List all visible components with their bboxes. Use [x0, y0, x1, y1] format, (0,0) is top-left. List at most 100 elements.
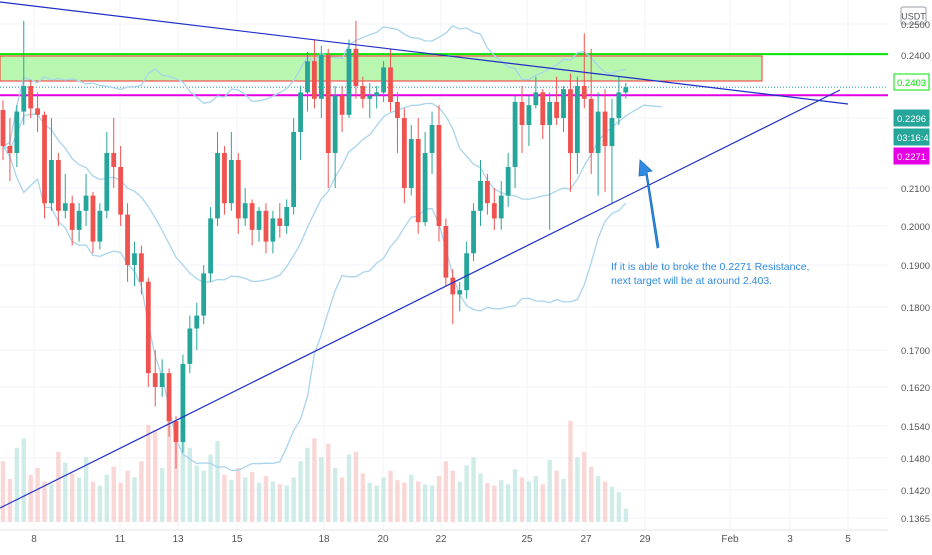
- candle[interactable]: [249, 199, 255, 246]
- currency-badge[interactable]: [900, 6, 927, 25]
- candle[interactable]: [256, 207, 262, 242]
- candle[interactable]: [83, 174, 89, 226]
- candle[interactable]: [367, 82, 373, 118]
- candle[interactable]: [28, 79, 34, 118]
- ascending-trendline[interactable]: [0, 89, 841, 509]
- price-tag[interactable]: 0.2271: [893, 147, 930, 165]
- candle[interactable]: [298, 86, 303, 160]
- candle[interactable]: [623, 82, 629, 99]
- candle[interactable]: [561, 86, 566, 132]
- candle[interactable]: [42, 111, 47, 219]
- candle[interactable]: [443, 218, 449, 286]
- candle[interactable]: [76, 203, 82, 242]
- candle[interactable]: [118, 146, 124, 226]
- candle[interactable]: [547, 92, 553, 230]
- candle[interactable]: [263, 203, 269, 254]
- candle[interactable]: [132, 241, 137, 286]
- candle[interactable]: [602, 89, 608, 192]
- candle[interactable]: [540, 89, 546, 139]
- candle[interactable]: [69, 195, 75, 246]
- candle[interactable]: [588, 48, 594, 174]
- candle[interactable]: [305, 51, 310, 112]
- price-tag[interactable]: 03:16:42: [893, 128, 932, 146]
- candle[interactable]: [332, 86, 338, 188]
- candle[interactable]: [360, 76, 366, 109]
- candle[interactable]: [374, 86, 380, 109]
- candle[interactable]: [498, 181, 504, 230]
- candle[interactable]: [616, 76, 622, 125]
- candle[interactable]: [194, 302, 200, 350]
- candle[interactable]: [97, 203, 103, 250]
- candle[interactable]: [436, 105, 442, 242]
- price-tag[interactable]: 0.2296: [893, 109, 930, 127]
- candle[interactable]: [485, 174, 490, 215]
- descending-trendline[interactable]: [0, 1, 849, 105]
- candle[interactable]: [152, 350, 158, 407]
- candle[interactable]: [574, 76, 580, 174]
- candle[interactable]: [277, 203, 283, 238]
- candle[interactable]: [505, 153, 511, 207]
- candle[interactable]: [242, 188, 248, 226]
- candle[interactable]: [471, 203, 476, 262]
- candle[interactable]: [609, 98, 615, 204]
- candle[interactable]: [512, 95, 518, 188]
- candle[interactable]: [595, 92, 601, 196]
- candle[interactable]: [208, 207, 213, 282]
- candle[interactable]: [0, 100, 6, 160]
- candle[interactable]: [581, 33, 587, 109]
- candle[interactable]: [519, 86, 525, 153]
- candle[interactable]: [408, 125, 414, 196]
- candle[interactable]: [215, 132, 220, 226]
- candle[interactable]: [125, 203, 130, 282]
- candle[interactable]: [201, 265, 207, 325]
- candle[interactable]: [526, 95, 532, 146]
- candle[interactable]: [312, 39, 317, 109]
- candle[interactable]: [491, 188, 497, 230]
- candle[interactable]: [284, 199, 290, 234]
- annotation[interactable]: If it is able to broke the 0.2271 Resist…: [611, 159, 809, 287]
- candle[interactable]: [159, 359, 165, 397]
- candle[interactable]: [353, 20, 359, 99]
- candle[interactable]: [270, 210, 276, 254]
- candle[interactable]: [464, 241, 470, 299]
- candle[interactable]: [145, 277, 151, 387]
- candle[interactable]: [180, 354, 186, 453]
- candle[interactable]: [346, 39, 352, 119]
- candle[interactable]: [173, 416, 179, 469]
- candle[interactable]: [401, 108, 407, 204]
- candle[interactable]: [14, 105, 20, 167]
- candle[interactable]: [395, 92, 400, 153]
- candle[interactable]: [478, 160, 483, 226]
- candle[interactable]: [291, 118, 297, 215]
- candle[interactable]: [325, 48, 331, 188]
- candle[interactable]: [90, 191, 96, 254]
- candle[interactable]: [457, 281, 463, 312]
- resistance-zone[interactable]: [0, 55, 763, 82]
- candle[interactable]: [49, 118, 54, 211]
- candle[interactable]: [139, 245, 144, 295]
- candle[interactable]: [7, 118, 13, 181]
- candle[interactable]: [55, 153, 61, 226]
- candle[interactable]: [429, 111, 435, 174]
- candle[interactable]: [222, 146, 227, 215]
- candle[interactable]: [35, 92, 40, 132]
- candle[interactable]: [339, 86, 345, 132]
- candle[interactable]: [104, 132, 110, 219]
- candle[interactable]: [318, 45, 324, 118]
- candle[interactable]: [21, 20, 27, 125]
- candle[interactable]: [111, 118, 117, 188]
- candle[interactable]: [381, 61, 386, 102]
- candle[interactable]: [228, 132, 234, 211]
- candle[interactable]: [450, 269, 456, 325]
- candle[interactable]: [554, 76, 559, 125]
- candle[interactable]: [422, 132, 428, 226]
- price-tag[interactable]: 0.2403: [893, 73, 930, 91]
- candle[interactable]: [166, 368, 172, 437]
- candle[interactable]: [388, 48, 393, 112]
- candle[interactable]: [187, 315, 193, 374]
- candle[interactable]: [235, 153, 241, 234]
- candle[interactable]: [62, 174, 68, 219]
- candle[interactable]: [415, 118, 421, 234]
- candle[interactable]: [533, 76, 539, 109]
